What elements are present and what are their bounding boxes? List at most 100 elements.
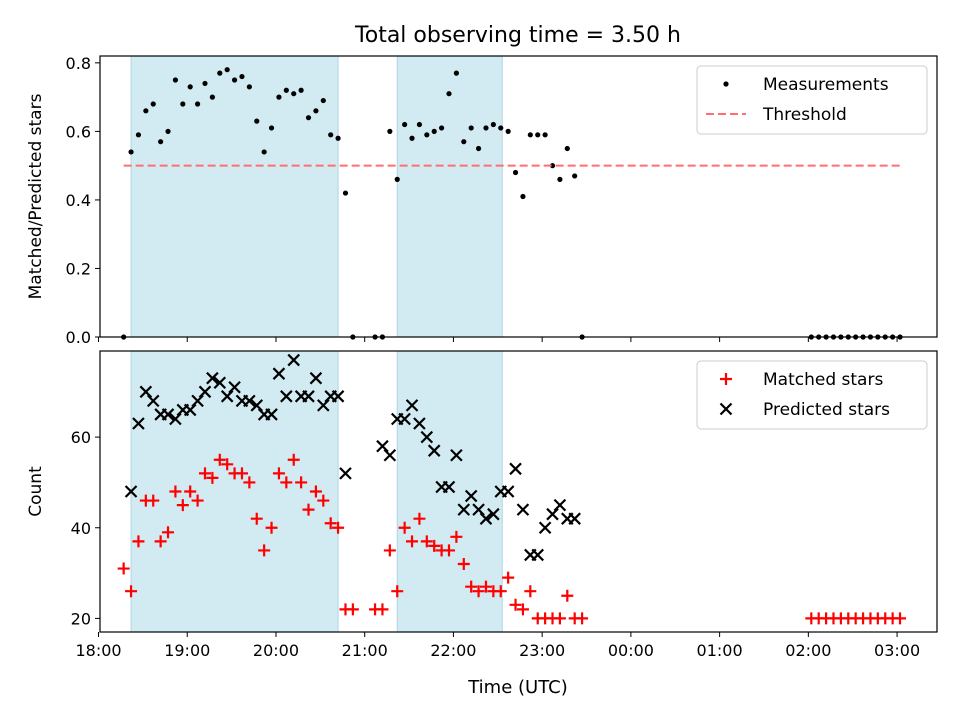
matched-star-point [391,585,404,598]
matched-star-point [406,535,419,548]
predicted-star-point [398,412,411,426]
matched-star-point [894,612,907,625]
measurement-point [313,108,319,114]
measurement-point [342,190,349,196]
predicted-star-point [206,371,219,385]
matched-star-point [398,521,411,534]
matched-star-point [132,535,145,548]
measurement-point [246,84,252,90]
matched-star-point [125,585,138,598]
predicted-star-point [191,394,204,408]
matched-star-point [147,494,160,507]
x-tick-label: 00:00 [608,641,654,660]
predicted-star-point [450,448,463,462]
matched-star-point [524,585,537,598]
predicted-star-point [302,390,315,403]
measurement-point [261,149,267,155]
matched-star-point [243,476,256,489]
measurement-point [572,173,578,179]
x-tick-label: 02:00 [785,641,831,660]
axes-frame [99,350,938,633]
measurement-point [254,118,260,124]
predicted-star-point [243,394,256,408]
measurement-point [165,128,171,134]
shaded-interval [130,350,339,633]
measurement-point [335,135,341,141]
measurement-point [172,77,179,83]
matched-star-point [553,612,566,625]
matched-star-point [502,571,515,584]
matched-star-point [235,467,248,480]
predicted-star-point [331,390,345,403]
matched-star-point [280,476,293,489]
matched-star-point [162,526,175,539]
matched-star-point [206,471,219,484]
measurement-point [209,94,215,100]
matched-star-point [383,544,396,557]
measurement-point [520,193,526,200]
y-axis-label: Count [26,466,46,517]
matched-star-point [265,521,278,534]
measurement-point [475,145,482,152]
matched-star-point [117,562,130,575]
matched-star-point [324,517,337,530]
predicted-star-point [546,507,559,521]
matched-star-point [287,453,300,466]
predicted-star-point [280,390,293,403]
y-tick-label: 40 [71,519,91,538]
matched-star-point [154,535,167,548]
measurement-point [268,125,275,131]
matched-star-point [472,585,485,598]
series-predicted-stars [124,353,581,562]
measurement-point [483,125,489,131]
y-tick-label: 60 [71,428,91,447]
measurement-point [135,132,142,138]
measurement-point [461,139,467,145]
predicted-star-point [516,503,530,516]
measurement-point [224,67,230,73]
measurement-point [498,125,504,131]
measurement-point [549,163,556,169]
predicted-star-point [272,367,286,380]
matched-star-point [221,458,234,471]
matched-star-point [465,580,478,593]
measurement-point [320,97,326,104]
y-tick-label: 20 [71,609,91,628]
y-tick-label: 0.6 [66,122,91,141]
y-tick-label: 0.0 [66,328,91,347]
measurement-point [424,132,430,138]
matched-star-point [576,612,589,625]
y-tick-label: 0.8 [66,54,91,73]
predicted-star-point [538,521,552,535]
measurement-point [542,132,548,138]
measurement-point [276,94,282,100]
axes-frame [99,55,938,338]
predicted-star-point [265,408,278,421]
measurement-point [387,128,393,134]
predicted-star-point [442,480,456,494]
measurement-point [505,128,511,134]
legend-box [696,65,928,135]
matched-star-point [376,603,389,616]
matched-star-point [413,512,426,525]
legend-label: Measurements [763,75,889,95]
x-tick-label: 21:00 [342,641,388,660]
matched-star-point [176,499,189,512]
matched-star-point [450,530,463,543]
x-axis-label: Time (UTC) [467,677,568,698]
matched-star-point [302,503,315,516]
matched-star-point [184,485,197,498]
matched-star-point [457,558,470,571]
predicted-star-point [427,444,441,457]
shaded-interval [396,55,503,338]
measurement-point [557,176,563,182]
matched-star-point [309,485,322,498]
matched-star-point [420,535,433,548]
legend: Measurements Threshold [696,65,928,135]
matched-star-point [428,539,441,552]
measurement-point [468,125,474,131]
legend-box [696,360,928,430]
legend-label: Predicted stars [763,400,890,420]
measurement-point [527,132,533,138]
